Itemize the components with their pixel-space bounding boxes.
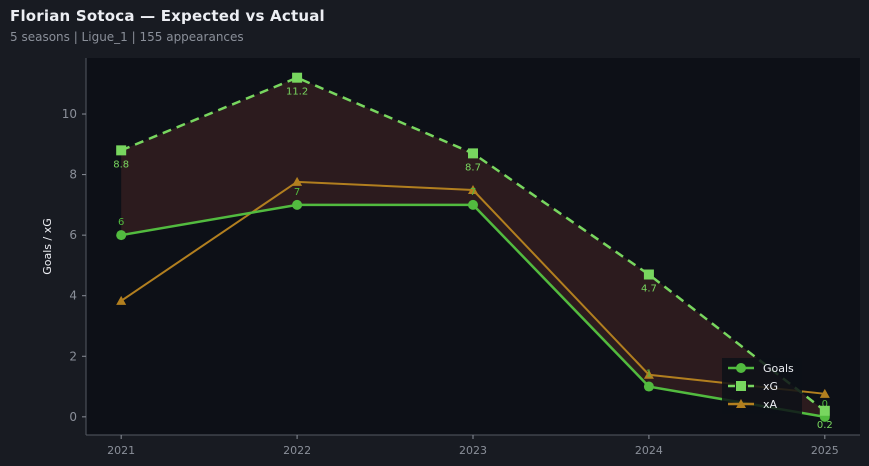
xg-data-label: 11.2 xyxy=(286,87,308,98)
xg-point xyxy=(116,145,127,156)
y-tick-label: 6 xyxy=(69,228,77,242)
legend-goals-marker xyxy=(736,363,746,373)
goals-point xyxy=(116,230,127,241)
xg-data-label: 8.7 xyxy=(465,162,481,173)
y-tick-label: 10 xyxy=(62,107,77,121)
goals-data-label: 7 xyxy=(470,187,476,198)
y-tick-label: 2 xyxy=(69,349,77,363)
x-tick-label: 2024 xyxy=(635,444,663,457)
xa-point xyxy=(819,388,830,398)
goals-data-label: 0 xyxy=(822,399,828,410)
xg-data-label: 0.2 xyxy=(817,420,833,431)
legend-goals-label: Goals xyxy=(763,362,794,375)
goals-data-label: 1 xyxy=(646,369,652,380)
x-tick-label: 2025 xyxy=(811,444,839,457)
goals-point xyxy=(292,199,303,210)
y-tick-label: 8 xyxy=(69,168,77,182)
legend-xa-marker xyxy=(736,399,746,408)
goals-point xyxy=(643,381,654,392)
xg-data-label: 4.7 xyxy=(641,284,657,295)
chart-title: Florian Sotoca — Expected vs Actual xyxy=(10,7,325,25)
xa-point xyxy=(116,295,127,305)
xg-point xyxy=(468,148,478,159)
legend-xg-label: xG xyxy=(763,380,778,393)
y-axis-label: Goals / xG xyxy=(41,218,54,275)
xa-point xyxy=(468,185,478,195)
xa-point xyxy=(292,176,303,186)
x-tick-label: 2023 xyxy=(459,444,487,457)
legend-xa-label: xA xyxy=(763,398,778,411)
xg-point xyxy=(819,405,830,416)
y-tick-label: 0 xyxy=(69,410,77,424)
y-tick-label: 4 xyxy=(69,289,77,303)
xg-point xyxy=(643,269,654,280)
chart-subtitle: 5 seasons | Ligue_1 | 155 appearances xyxy=(10,30,244,44)
xg-point xyxy=(292,72,303,83)
goals-data-label: 6 xyxy=(118,217,124,228)
shaded-gap-area xyxy=(121,77,825,417)
goals-data-label: 7 xyxy=(294,187,300,198)
legend-xg-marker xyxy=(736,381,746,391)
xa-point xyxy=(643,369,654,379)
goals-point xyxy=(468,199,478,210)
xg-data-label: 8.8 xyxy=(113,159,129,170)
x-tick-label: 2021 xyxy=(107,444,135,457)
x-tick-label: 2022 xyxy=(283,444,311,457)
